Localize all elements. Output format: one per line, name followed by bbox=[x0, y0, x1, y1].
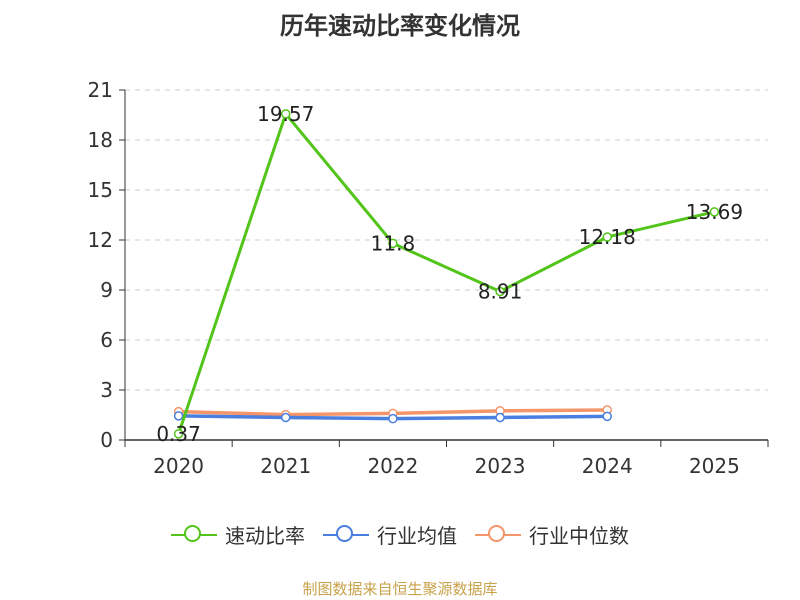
data-point bbox=[173, 429, 184, 439]
data-point bbox=[495, 412, 505, 423]
legend-swatch bbox=[323, 523, 369, 547]
legend-item[interactable]: 行业均值 bbox=[323, 520, 457, 549]
series-line-0 bbox=[177, 112, 715, 435]
legend: 速动比率 行业均值 行业中位数 bbox=[0, 520, 800, 549]
x-tick-label: 2025 bbox=[689, 454, 740, 478]
y-tick-label: 15 bbox=[88, 178, 113, 202]
chart-title: 历年速动比率变化情况 bbox=[280, 12, 520, 40]
x-tick-label: 2021 bbox=[260, 454, 311, 478]
data-label: 19.57 bbox=[257, 102, 314, 126]
y-tick-label: 6 bbox=[100, 328, 113, 352]
data-label: 12.18 bbox=[579, 225, 636, 249]
data-point bbox=[281, 412, 291, 423]
data-point bbox=[602, 411, 612, 422]
grid-lines bbox=[125, 89, 768, 391]
y-tick-label: 9 bbox=[100, 278, 113, 302]
y-tick-label: 3 bbox=[100, 378, 113, 402]
source-note: 制图数据来自恒生聚源数据库 bbox=[302, 580, 498, 598]
data-point bbox=[281, 109, 291, 119]
y-tick-label: 0 bbox=[100, 428, 113, 452]
data-point bbox=[495, 286, 505, 297]
legend-label: 行业中位数 bbox=[529, 524, 629, 548]
axes: 0 3 6 9 12 15 18 21 2020 2021 2022 2023 2024 2025 bbox=[88, 78, 769, 478]
x-tick-label: 2023 bbox=[475, 454, 526, 478]
legend-item[interactable]: 速动比率 bbox=[171, 520, 305, 549]
series-lines bbox=[173, 109, 720, 439]
y-tick-label: 18 bbox=[88, 128, 113, 152]
legend-item[interactable]: 行业中位数 bbox=[475, 520, 629, 549]
data-point bbox=[602, 232, 612, 242]
legend-swatch bbox=[475, 523, 521, 547]
legend-label: 速动比率 bbox=[225, 524, 305, 548]
y-tick-label: 12 bbox=[88, 228, 113, 252]
data-labels: 0.37 19.57 11.8 8.91 12.18 13.69 bbox=[156, 102, 743, 446]
x-tick-label: 2022 bbox=[367, 454, 418, 478]
data-label: 13.69 bbox=[686, 200, 743, 224]
data-point bbox=[173, 411, 184, 421]
data-point bbox=[388, 413, 398, 424]
x-tick-label: 2024 bbox=[582, 454, 633, 478]
legend-label: 行业均值 bbox=[377, 524, 457, 548]
data-label: 0.37 bbox=[156, 422, 201, 446]
data-point bbox=[388, 238, 398, 249]
legend-swatch bbox=[171, 523, 217, 547]
data-label: 8.91 bbox=[478, 280, 523, 304]
x-tick-label: 2020 bbox=[153, 454, 204, 478]
data-point bbox=[709, 207, 720, 217]
data-label: 11.8 bbox=[371, 231, 416, 255]
y-tick-label: 21 bbox=[88, 78, 113, 102]
